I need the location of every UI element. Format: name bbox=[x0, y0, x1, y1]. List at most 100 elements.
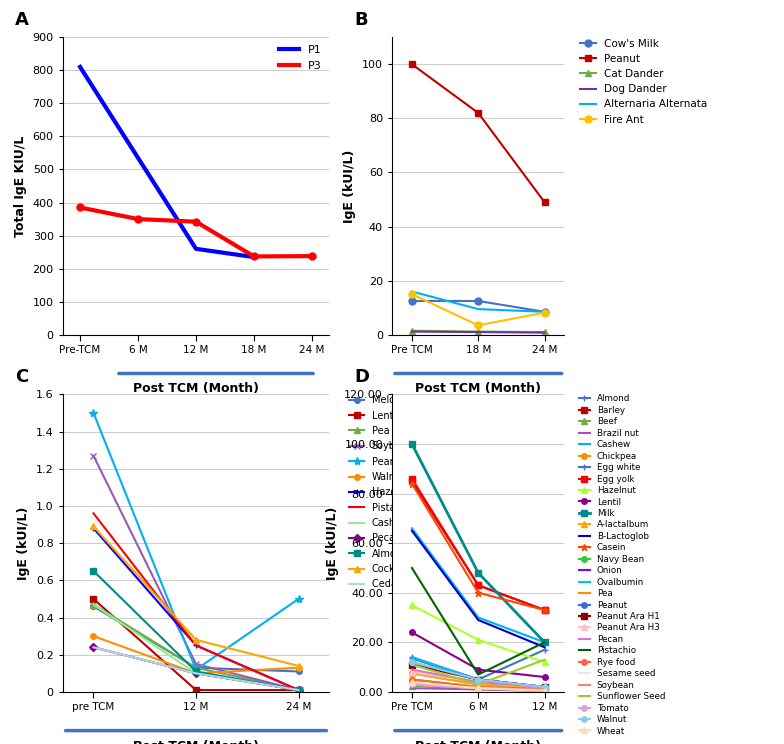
Walnut bbox=[294, 664, 303, 673]
P1 bbox=[249, 253, 259, 262]
Walnut bbox=[474, 675, 483, 684]
Egg white bbox=[407, 654, 416, 663]
Cockroach bbox=[89, 522, 98, 531]
Peanut Ara H1 bbox=[540, 682, 550, 691]
Cat Dander bbox=[540, 327, 550, 336]
Lentil bbox=[407, 628, 416, 637]
Line: Almond: Almond bbox=[408, 647, 548, 683]
B-Lactoglob bbox=[474, 615, 483, 624]
Line: Peanut: Peanut bbox=[409, 659, 547, 690]
Tomato bbox=[407, 680, 416, 689]
Cow's Milk bbox=[407, 297, 416, 306]
Soybean bbox=[407, 680, 416, 689]
Line: Cow's Milk: Cow's Milk bbox=[408, 298, 548, 315]
Cashew bbox=[294, 686, 303, 695]
Navy Bean bbox=[407, 675, 416, 684]
Cashew bbox=[89, 600, 98, 609]
Hazelnut bbox=[540, 658, 550, 667]
Line: Peanut: Peanut bbox=[408, 61, 548, 205]
Line: Soybean: Soybean bbox=[412, 684, 545, 690]
Soybean bbox=[294, 686, 303, 695]
Pistachio bbox=[474, 670, 483, 679]
Barley bbox=[407, 477, 416, 486]
Beef bbox=[474, 685, 483, 694]
Line: Melon: Melon bbox=[91, 603, 301, 674]
Legend: Almond, Barley, Beef, Brazil nut, Cashew, Chickpea, Egg white, Egg yolk, Hazelnu: Almond, Barley, Beef, Brazil nut, Cashew… bbox=[578, 393, 667, 737]
Cockroach bbox=[294, 661, 303, 670]
P3 bbox=[133, 214, 143, 223]
Line: Fire Ant: Fire Ant bbox=[408, 291, 548, 329]
Line: A-lactalbum: A-lactalbum bbox=[409, 670, 547, 691]
Tomato bbox=[474, 684, 483, 693]
Line: Cashew: Cashew bbox=[93, 604, 299, 690]
Brazil nut bbox=[407, 684, 416, 693]
Melon bbox=[89, 602, 98, 611]
Almond bbox=[191, 667, 201, 676]
Cockroach bbox=[191, 635, 201, 644]
Line: Lentil: Lentil bbox=[91, 596, 301, 693]
Melon bbox=[294, 667, 303, 676]
Brazil nut bbox=[474, 685, 483, 694]
Peanut bbox=[474, 109, 483, 118]
Cedar Mountain bbox=[294, 686, 303, 695]
Line: Rye food: Rye food bbox=[409, 677, 547, 692]
Text: Post TCM (Month): Post TCM (Month) bbox=[133, 740, 259, 744]
B-Lactoglob bbox=[540, 643, 550, 652]
Line: Cat Dander: Cat Dander bbox=[408, 327, 548, 336]
Line: Cedar Mountain: Cedar Mountain bbox=[93, 647, 299, 690]
Text: Post TCM (Month): Post TCM (Month) bbox=[133, 382, 259, 395]
Beef bbox=[407, 682, 416, 690]
Legend: P1, P3: P1, P3 bbox=[277, 42, 324, 73]
Almond bbox=[407, 652, 416, 661]
Wheat bbox=[407, 678, 416, 687]
Pea bbox=[89, 600, 98, 609]
Sunflower Seed bbox=[474, 680, 483, 689]
Line: Pea: Pea bbox=[412, 684, 545, 690]
P3 bbox=[75, 203, 85, 212]
Walnut bbox=[407, 658, 416, 667]
Milk bbox=[540, 638, 550, 647]
Line: Navy Bean: Navy Bean bbox=[409, 677, 547, 692]
Line: Alternaria Alternata: Alternaria Alternata bbox=[412, 292, 545, 312]
Hazelnut bbox=[407, 600, 416, 609]
Casein bbox=[474, 589, 483, 597]
Legend: Cow's Milk, Peanut, Cat Dander, Dog Dander, Alternaria Alternata, Fire Ant: Cow's Milk, Peanut, Cat Dander, Dog Dand… bbox=[579, 36, 710, 126]
Barley bbox=[474, 581, 483, 590]
Barley bbox=[540, 606, 550, 615]
Wheat bbox=[540, 686, 550, 695]
Cedar Mountain bbox=[89, 643, 98, 652]
Text: D: D bbox=[354, 368, 369, 386]
Dog Dander bbox=[407, 327, 416, 336]
Peanut bbox=[407, 60, 416, 68]
Chickpea bbox=[540, 682, 550, 691]
Line: Cockroach: Cockroach bbox=[91, 524, 301, 669]
Line: Soybean: Soybean bbox=[90, 452, 302, 693]
Cow's Milk bbox=[540, 307, 550, 316]
Peanut bbox=[474, 675, 483, 684]
Y-axis label: IgE (kUI/L): IgE (kUI/L) bbox=[17, 507, 31, 580]
Rye food bbox=[474, 682, 483, 691]
Peanut Ara H1 bbox=[407, 660, 416, 669]
Sesame seed bbox=[474, 684, 483, 693]
Line: Walnut: Walnut bbox=[409, 659, 547, 690]
Peanut bbox=[191, 665, 201, 674]
Y-axis label: IgE (kUI/L): IgE (kUI/L) bbox=[325, 507, 339, 580]
Peanut bbox=[540, 198, 550, 207]
Sesame seed bbox=[540, 685, 550, 694]
Peanut Ara H3 bbox=[407, 667, 416, 676]
Onion bbox=[540, 685, 550, 694]
Casein bbox=[407, 479, 416, 488]
Pecan bbox=[191, 669, 201, 678]
Pea bbox=[191, 664, 201, 673]
Line: Pea: Pea bbox=[91, 602, 301, 693]
Pecan bbox=[540, 682, 550, 691]
Pistachio bbox=[407, 563, 416, 572]
Pecan bbox=[474, 678, 483, 687]
Egg yolk bbox=[474, 581, 483, 590]
Line: Chickpea: Chickpea bbox=[409, 670, 547, 690]
Egg white bbox=[474, 675, 483, 684]
Line: Barley: Barley bbox=[409, 478, 547, 613]
Pea bbox=[294, 686, 303, 695]
Peanut bbox=[407, 658, 416, 667]
Text: Post TCM (Month): Post TCM (Month) bbox=[416, 382, 541, 395]
